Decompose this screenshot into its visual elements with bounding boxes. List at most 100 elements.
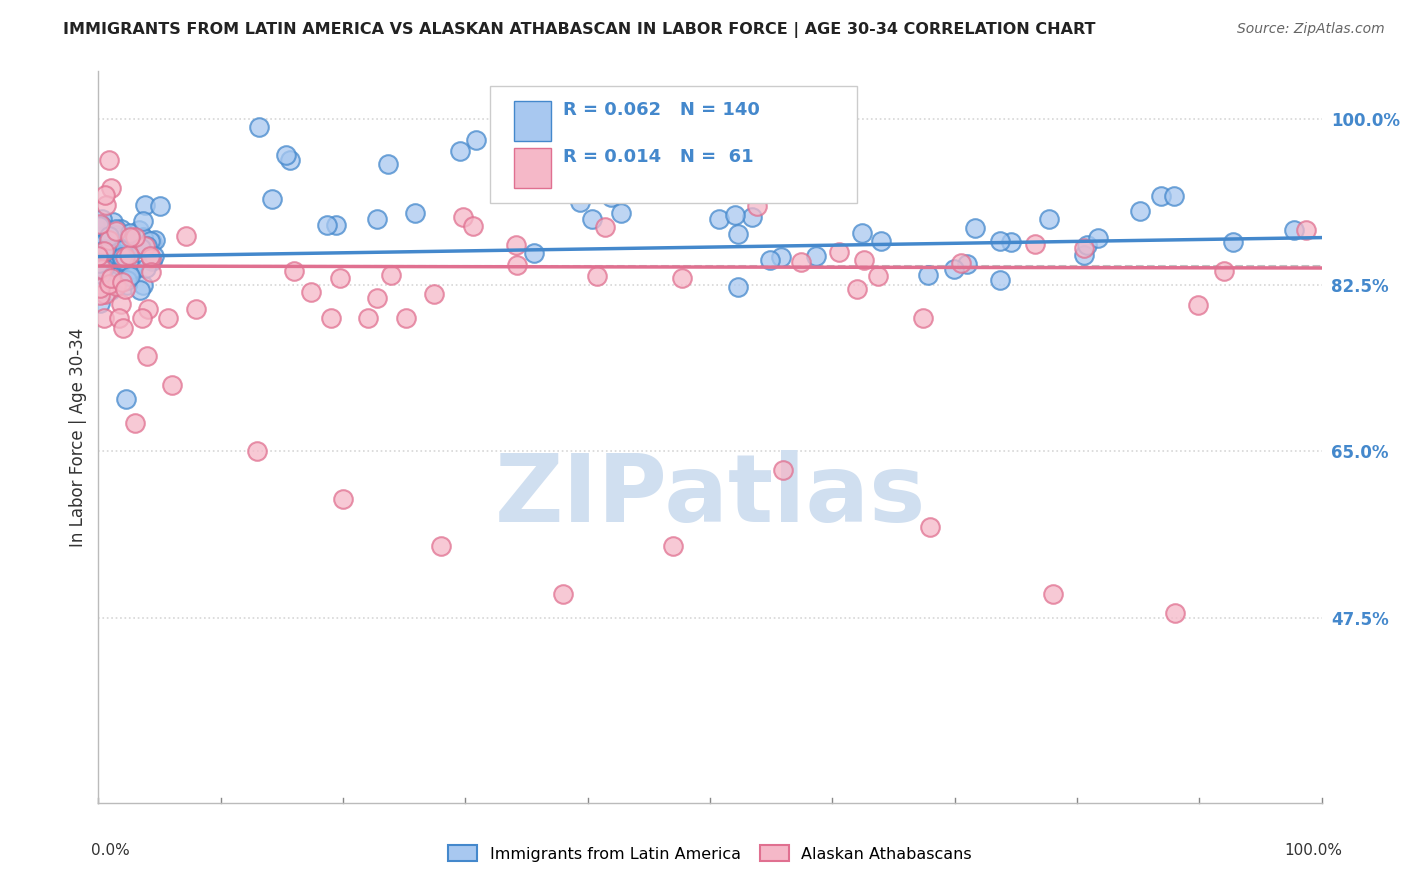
Point [1212,264,1234,278]
Point [118,252,141,267]
Point [108,241,131,255]
Point [377,157,399,171]
Point [121,262,143,277]
Point [94,257,117,271]
Point [115,392,138,406]
Point [451,210,474,224]
FancyBboxPatch shape [515,148,551,188]
Point [101,242,124,256]
Point [91,249,114,263]
Point [988,273,1011,287]
Point [1073,241,1095,255]
Point [100,238,122,252]
Point [149,199,172,213]
Text: Source: ZipAtlas.com: Source: ZipAtlas.com [1237,22,1385,37]
Point [131,278,153,293]
Point [727,227,749,242]
Point [1222,235,1244,249]
Point [98,235,121,250]
Point [97,153,120,168]
Point [87,263,110,277]
Point [111,235,134,249]
Point [519,169,541,184]
Point [93,187,115,202]
Text: R = 0.014   N =  61: R = 0.014 N = 61 [564,148,754,166]
Point [851,226,873,240]
Point [91,244,114,258]
Point [1087,231,1109,245]
Point [90,267,112,281]
Point [115,268,138,283]
Point [97,233,120,247]
FancyBboxPatch shape [489,86,856,203]
Point [366,212,388,227]
Point [101,215,124,229]
Point [747,199,769,213]
Point [956,257,979,271]
Point [727,280,749,294]
Point [110,260,132,275]
Point [942,261,965,276]
Point [91,219,114,234]
Text: IMMIGRANTS FROM LATIN AMERICA VS ALASKAN ATHABASCAN IN LABOR FORCE | AGE 30-34 C: IMMIGRANTS FROM LATIN AMERICA VS ALASKAN… [63,22,1095,38]
Point [117,248,139,262]
Text: 100.0%: 100.0% [1285,843,1343,858]
Point [299,285,322,299]
Point [262,193,284,207]
Point [97,277,120,291]
Point [1042,587,1064,601]
Point [600,190,623,204]
Point [111,252,134,267]
Point [124,416,146,430]
Point [157,311,180,326]
Point [586,269,609,284]
Point [917,268,939,282]
Point [108,254,131,268]
Point [111,321,134,335]
Point [319,311,342,326]
Point [1282,223,1305,237]
Point [89,252,111,267]
Point [186,301,208,316]
Point [89,253,111,268]
Point [804,249,827,263]
Point [143,233,166,247]
FancyBboxPatch shape [515,101,551,141]
Point [105,222,128,236]
Point [89,271,111,285]
Point [662,539,685,553]
Point [129,283,152,297]
Point [610,206,633,220]
Point [423,286,446,301]
Point [94,197,117,211]
Point [141,253,163,268]
Point [1073,248,1095,262]
Point [97,249,120,263]
Point [1187,298,1209,312]
Point [118,265,141,279]
Point [100,270,122,285]
Point [988,235,1011,249]
Point [134,198,156,212]
Point [93,262,115,277]
Point [93,311,115,326]
Point [103,244,125,259]
Point [845,282,868,296]
Point [949,256,972,270]
Point [139,251,162,265]
Point [91,211,114,226]
Point [111,250,134,264]
Point [616,179,638,194]
Point [108,229,131,244]
Point [724,208,747,222]
Point [101,268,124,283]
Point [1164,606,1187,620]
Point [449,145,471,159]
Point [117,273,139,287]
Point [124,230,146,244]
Point [97,243,120,257]
Point [1163,189,1185,203]
Point [112,254,135,268]
Point [104,279,127,293]
Point [465,133,488,147]
